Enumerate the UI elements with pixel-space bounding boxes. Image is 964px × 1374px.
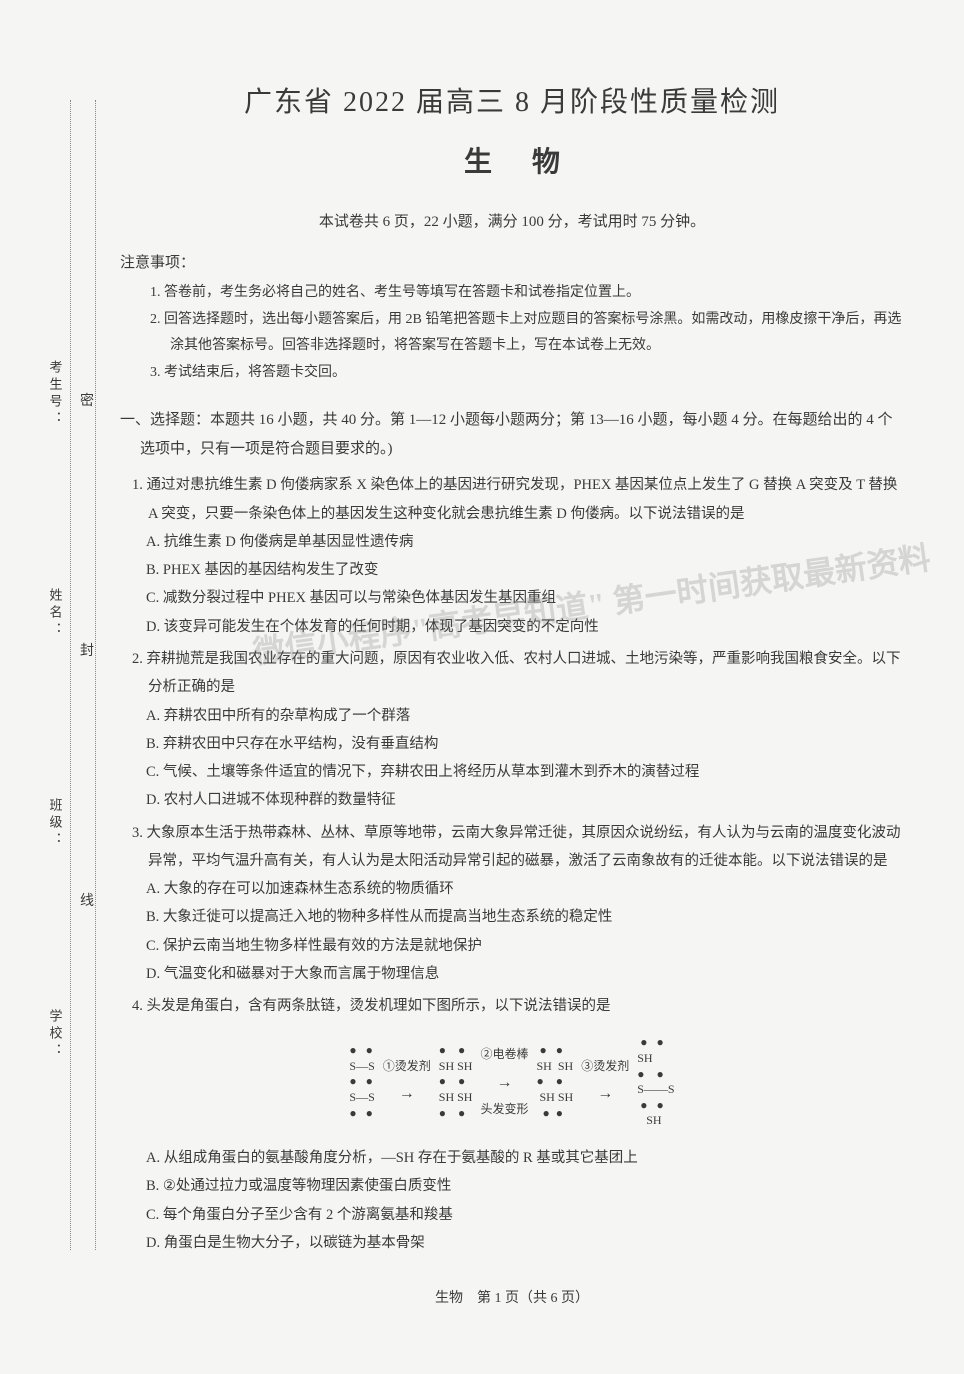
question-4: 4. 头发是角蛋白，含有两条肽链，烫发机理如下图所示，以下说法错误的是 ● ●S… <box>120 992 904 1257</box>
q4-option-a: A. 从组成角蛋白的氨基酸角度分析，—SH 存在于氨基酸的 R 基或其它基团上 <box>120 1144 904 1172</box>
sidebar-school: 学校： <box>46 1009 65 1060</box>
exam-subject: 生物 <box>120 140 904 180</box>
notice-2: 2. 回答选择题时，选出每小题答案后，用 2B 铅笔把答题卡上对应题目的答案标号… <box>120 307 904 360</box>
q1-option-b: B. PHEX 基因的基因结构发生了改变 <box>120 556 904 584</box>
sidebar-exam-id: 考生号： <box>46 360 65 428</box>
sidebar-name: 姓名： <box>46 588 65 639</box>
page-footer: 生物 第 1 页（共 6 页） <box>120 1287 904 1307</box>
q4-stem: 4. 头发是角蛋白，含有两条肽链，烫发机理如下图所示，以下说法错误的是 <box>120 992 904 1020</box>
question-1: 1. 通过对患抗维生素 D 佝偻病家系 X 染色体上的基因进行研究发现，PHEX… <box>120 471 904 641</box>
question-3: 3. 大象原本生活于热带森林、丛林、草原等地带，云南大象异常迁徙，其原因众说纷纭… <box>120 819 904 989</box>
notice-3: 3. 考试结束后，将答题卡交回。 <box>120 360 904 387</box>
arrow-3: ③烫发剂→ <box>581 1055 629 1110</box>
q3-option-c: C. 保护云南当地生物多样性最有效的方法是就地保护 <box>120 932 904 960</box>
hair-diagram: ● ●S—S● ●S—S● ● ①烫发剂→ ● ●SH SH● ●SH SH● … <box>120 1035 904 1129</box>
q3-stem: 3. 大象原本生活于热带森林、丛林、草原等地带，云南大象异常迁徙，其原因众说纷纭… <box>120 819 904 876</box>
notice-1: 1. 答卷前，考生务必将自己的姓名、考生号等填写在答题卡和试卷指定位置上。 <box>120 280 904 307</box>
page-content: 广东省 2022 届高三 8 月阶段性质量检测 生物 本试卷共 6 页，22 小… <box>0 0 964 1347</box>
q2-stem: 2. 弃耕抛荒是我国农业存在的重大问题，原因有农业收入低、农村人口进城、土地污染… <box>120 645 904 702</box>
q3-option-d: D. 气温变化和磁暴对于大象而言属于物理信息 <box>120 960 904 988</box>
q2-option-a: A. 弃耕农田中所有的杂草构成了一个群落 <box>120 702 904 730</box>
question-2: 2. 弃耕抛荒是我国农业存在的重大问题，原因有农业收入低、农村人口进城、土地污染… <box>120 645 904 815</box>
margin-dotted-line-2 <box>95 100 96 1250</box>
q4-option-d: D. 角蛋白是生物大分子，以碳链为基本骨架 <box>120 1229 904 1257</box>
q4-option-c: C. 每个角蛋白分子至少含有 2 个游离氨基和羧基 <box>120 1201 904 1229</box>
q2-option-b: B. 弃耕农田中只存在水平结构，没有垂直结构 <box>120 730 904 758</box>
chain-2: ● ●SH SH● ●SH SH● ● <box>439 1043 473 1121</box>
notice-header: 注意事项： <box>120 251 904 272</box>
sidebar-class: 班级： <box>46 798 65 849</box>
q3-option-b: B. 大象迁徙可以提高迁入地的物种多样性从而提高当地生态系统的稳定性 <box>120 903 904 931</box>
q1-option-d: D. 该变异可能发生在个体发育的任何时期，体现了基因突变的不定向性 <box>120 613 904 641</box>
chain-4: ● ●SH ● ●S——S ● ● SH <box>637 1035 674 1129</box>
seal-feng: 封 <box>80 640 94 660</box>
seal-xian: 线 <box>80 890 94 910</box>
chain-3: ● ●SH SH● ● SH SH ● ● <box>537 1043 574 1121</box>
arrow-1: ①烫发剂→ <box>383 1055 431 1110</box>
q3-option-a: A. 大象的存在可以加速森林生态系统的物质循环 <box>120 875 904 903</box>
q1-option-c: C. 减数分裂过程中 PHEX 基因可以与常染色体基因发生基因重组 <box>120 584 904 612</box>
q2-option-c: C. 气候、土壤等条件适宜的情况下，弃耕农田上将经历从草本到灌木到乔木的演替过程 <box>120 758 904 786</box>
q2-option-d: D. 农村人口进城不体现种群的数量特征 <box>120 786 904 814</box>
q1-option-a: A. 抗维生素 D 佝偻病是单基因显性遗传病 <box>120 528 904 556</box>
arrow-2: ②电卷棒→头发变形 <box>480 1043 528 1121</box>
seal-mi: 密 <box>80 390 94 410</box>
chain-1: ● ●S—S● ●S—S● ● <box>349 1043 374 1121</box>
q1-stem: 1. 通过对患抗维生素 D 佝偻病家系 X 染色体上的基因进行研究发现，PHEX… <box>120 471 904 528</box>
q4-option-b: B. ②处通过拉力或温度等物理因素使蛋白质变性 <box>120 1172 904 1200</box>
section-header: 一、选择题：本题共 16 小题，共 40 分。第 1—12 小题每小题两分；第 … <box>120 406 904 463</box>
sidebar-labels: 考生号： 姓名： 班级： 学校： <box>25 360 85 1060</box>
exam-title: 广东省 2022 届高三 8 月阶段性质量检测 <box>120 80 904 120</box>
exam-info: 本试卷共 6 页，22 小题，满分 100 分，考试用时 75 分钟。 <box>120 210 904 231</box>
